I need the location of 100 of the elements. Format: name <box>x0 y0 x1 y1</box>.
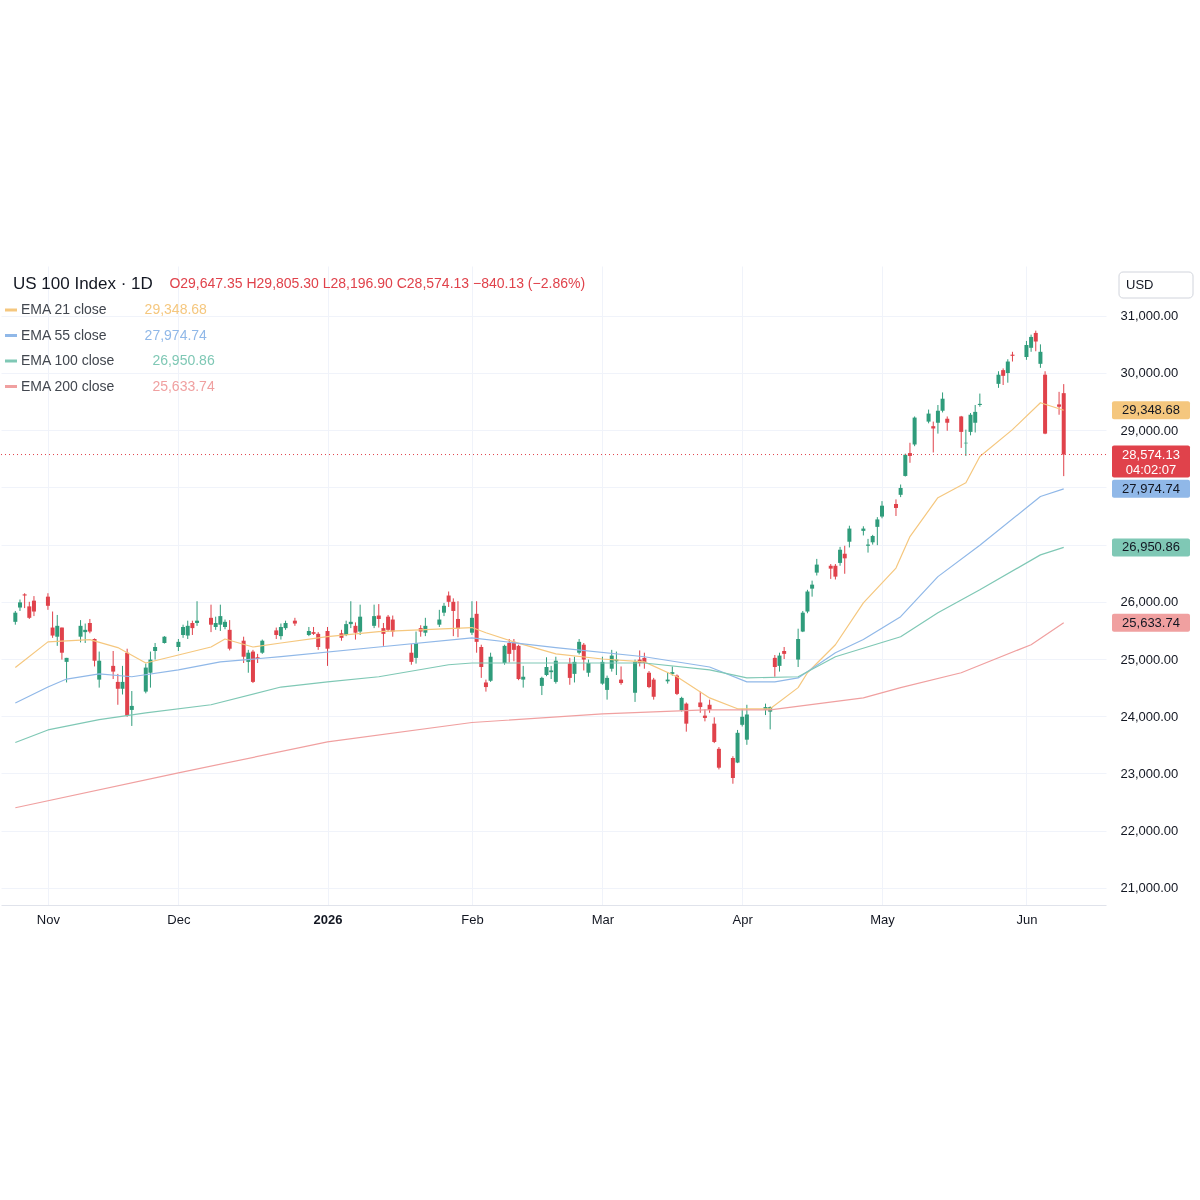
candlestick <box>600 656 605 686</box>
x-tick-label: Feb <box>461 911 484 927</box>
text: USD <box>1126 277 1154 292</box>
legend-label: EMA 100 close <box>21 352 115 368</box>
candlestick <box>805 589 810 614</box>
x-tick-label: Mar <box>591 911 615 927</box>
line-series <box>14 488 1065 704</box>
candlestick <box>372 604 377 629</box>
candlestick <box>1001 367 1006 386</box>
text: 25,633.74 <box>1122 614 1180 630</box>
candlestick <box>716 746 721 770</box>
candlestick <box>292 617 297 627</box>
candlestick <box>218 604 223 632</box>
x-tick-label: Dec <box>167 911 191 927</box>
y-tick-label: 23,000.00 <box>1120 765 1179 781</box>
candlestick <box>521 665 526 689</box>
candlestick <box>111 650 116 680</box>
candlestick <box>129 690 134 727</box>
x-tick-label: 2026 <box>313 911 343 927</box>
candlestick <box>442 602 446 617</box>
candlestick <box>241 636 246 664</box>
candlestick <box>31 595 36 617</box>
candlestick <box>120 665 125 695</box>
line-series <box>14 402 1065 710</box>
candlestick <box>507 638 512 663</box>
y-tick-label: 29,000.00 <box>1120 422 1179 438</box>
legend-label: EMA 21 close <box>21 301 107 317</box>
candlestick <box>959 415 964 449</box>
line-series <box>14 546 1065 744</box>
candlestick <box>483 679 488 693</box>
text: O29,647.35 H29,805.30 L28,196.90 C28,574.13 −840.13 (−2.86%) <box>169 275 586 291</box>
chart-title: US 100 Index · 1D <box>13 274 153 293</box>
x-tick-label: Jun <box>1016 911 1038 927</box>
candlestick <box>651 677 656 701</box>
ref-line-label: 28,574.13 <box>1122 446 1180 462</box>
candlestick <box>455 600 460 638</box>
candlestick <box>810 580 815 598</box>
candlestick <box>968 412 973 436</box>
candlestick <box>153 642 158 661</box>
candlestick <box>1024 340 1029 361</box>
candlestick <box>712 716 717 744</box>
candlestick <box>92 637 97 667</box>
y-tick-label: 21,000.00 <box>1120 880 1179 896</box>
x-tick-label: May <box>870 911 896 927</box>
candlestick <box>796 628 801 668</box>
candlestick <box>64 657 69 683</box>
candlestick <box>227 619 232 651</box>
candlestick <box>409 643 414 666</box>
y-tick-label: 30,000.00 <box>1120 365 1179 381</box>
y-tick-label: 25,000.00 <box>1120 651 1179 667</box>
candlestick <box>730 755 735 785</box>
y-tick-label: 31,000.00 <box>1120 308 1179 324</box>
candlestick <box>1005 358 1010 384</box>
x-tick-label: Nov <box>36 911 61 927</box>
candlestick <box>17 599 22 612</box>
candlestick <box>306 626 311 637</box>
candlestick <box>50 611 55 639</box>
candlestick <box>358 604 363 636</box>
candlestick <box>684 701 689 733</box>
candlestick <box>539 676 544 696</box>
candlestick <box>698 691 703 714</box>
candlestick <box>772 654 777 678</box>
candlestick <box>469 600 474 636</box>
annotation: 25,633.74 <box>152 377 215 394</box>
candlestick <box>115 673 120 706</box>
candlestick <box>451 597 456 637</box>
annotation: 27,974.74 <box>144 326 208 343</box>
annotation: 29,348.68 <box>144 301 208 317</box>
candlestick <box>777 652 782 673</box>
candlestick <box>55 614 60 647</box>
candlestick <box>1038 343 1043 369</box>
candlestick <box>414 631 419 665</box>
text: 27,974.74 <box>1122 480 1180 496</box>
candlestick <box>973 404 978 433</box>
candlestick <box>875 516 880 546</box>
candlestick <box>935 404 940 435</box>
candlestick <box>209 604 214 633</box>
text: 29,348.68 <box>1122 402 1180 418</box>
candlestick <box>782 646 787 660</box>
annotation: 26,950.86 <box>152 352 215 368</box>
candlestick <box>893 498 898 517</box>
candlestick <box>838 546 843 567</box>
y-tick-label: 22,000.00 <box>1120 823 1179 839</box>
text: 26,950.86 <box>1122 539 1180 555</box>
legend-label: EMA 55 close <box>21 326 107 343</box>
y-tick-label: 24,000.00 <box>1120 708 1179 724</box>
candlestick <box>502 644 507 666</box>
candlestick <box>325 626 330 667</box>
candlestick <box>1033 330 1038 352</box>
candlestick <box>567 657 572 686</box>
line-series <box>14 622 1065 809</box>
candlestick <box>45 592 50 611</box>
candlestick <box>847 525 852 548</box>
candlestick <box>479 644 484 679</box>
candlestick <box>78 619 83 643</box>
candlestick <box>544 656 549 677</box>
x-tick-label: Apr <box>732 911 754 927</box>
y-tick-label: 26,000.00 <box>1120 594 1179 610</box>
legend-label: EMA 200 close <box>21 377 115 394</box>
candlestick <box>185 620 190 640</box>
